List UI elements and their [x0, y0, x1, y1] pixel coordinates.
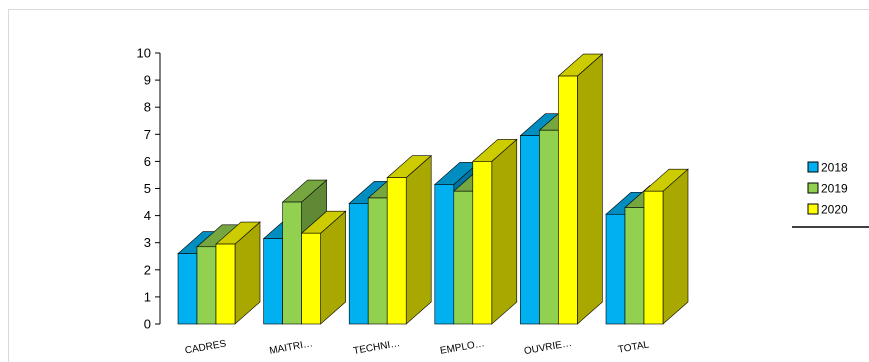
bar-front	[520, 135, 540, 325]
x-tick-label: EMPLO…	[439, 338, 485, 357]
x-axis-labels: CADRES MAITRI… TECHNI… EMPLO… OUVRIE… TOTAL	[184, 338, 650, 357]
bar-2020-6	[643, 168, 689, 325]
bar-front	[367, 197, 388, 325]
y-tick-label: 9	[144, 73, 151, 88]
y-tick-label: 10	[137, 46, 151, 61]
y-tick-label: 6	[144, 154, 151, 169]
legend-label: 2019	[821, 182, 848, 196]
bar-front	[605, 213, 626, 325]
y-tick-label: 1	[144, 289, 151, 304]
bar-front	[196, 246, 217, 325]
x-tick-label: CADRES	[184, 338, 227, 356]
legend-label: 2018	[821, 161, 848, 175]
bar-front	[263, 238, 283, 325]
bar-front	[624, 207, 645, 325]
bar-2020-4	[472, 138, 518, 325]
bar-front	[282, 201, 302, 325]
bar-side	[662, 168, 689, 325]
bar-front	[386, 177, 407, 325]
bar-2020-3	[386, 154, 432, 325]
x-tick-label: TECHNI…	[353, 338, 401, 357]
y-tick-label: 0	[144, 317, 151, 332]
legend-swatch	[807, 203, 819, 215]
bars	[177, 53, 689, 325]
y-tick-label: 2	[144, 262, 151, 277]
x-tick-label: MAITRI…	[269, 338, 314, 356]
legend: 2018 2019 2020	[792, 161, 869, 228]
bar-front	[643, 190, 664, 325]
bar-front	[434, 184, 455, 325]
y-tick-label: 4	[144, 208, 151, 223]
bar-front	[453, 190, 474, 325]
bar-2020-2	[300, 210, 347, 325]
x-tick-label: OUVRIE…	[523, 338, 573, 357]
y-tick-label: 7	[144, 127, 151, 142]
bar-2020-1	[215, 221, 261, 325]
bar-front	[558, 75, 578, 325]
chart-frame	[8, 9, 869, 362]
y-tick-label: 5	[144, 181, 151, 196]
y-axis: 0 1 2 3 4 5 6 7 8 9 10	[137, 46, 161, 332]
y-tick-label: 3	[144, 235, 151, 250]
bar-front	[348, 203, 369, 325]
bar-side	[577, 53, 603, 325]
bar-front	[177, 253, 198, 325]
bar-front	[472, 161, 493, 325]
legend-swatch	[807, 161, 819, 173]
bar-front	[215, 243, 236, 325]
bar-side	[405, 154, 432, 325]
bar-2020-5	[557, 53, 604, 325]
bar-front	[539, 129, 559, 325]
bar-front	[301, 232, 321, 325]
bar-side	[491, 138, 518, 325]
y-tick-label: 8	[144, 100, 151, 115]
x-tick-label: TOTAL	[617, 339, 650, 355]
legend-label: 2020	[821, 203, 848, 217]
legend-swatch	[807, 182, 819, 194]
